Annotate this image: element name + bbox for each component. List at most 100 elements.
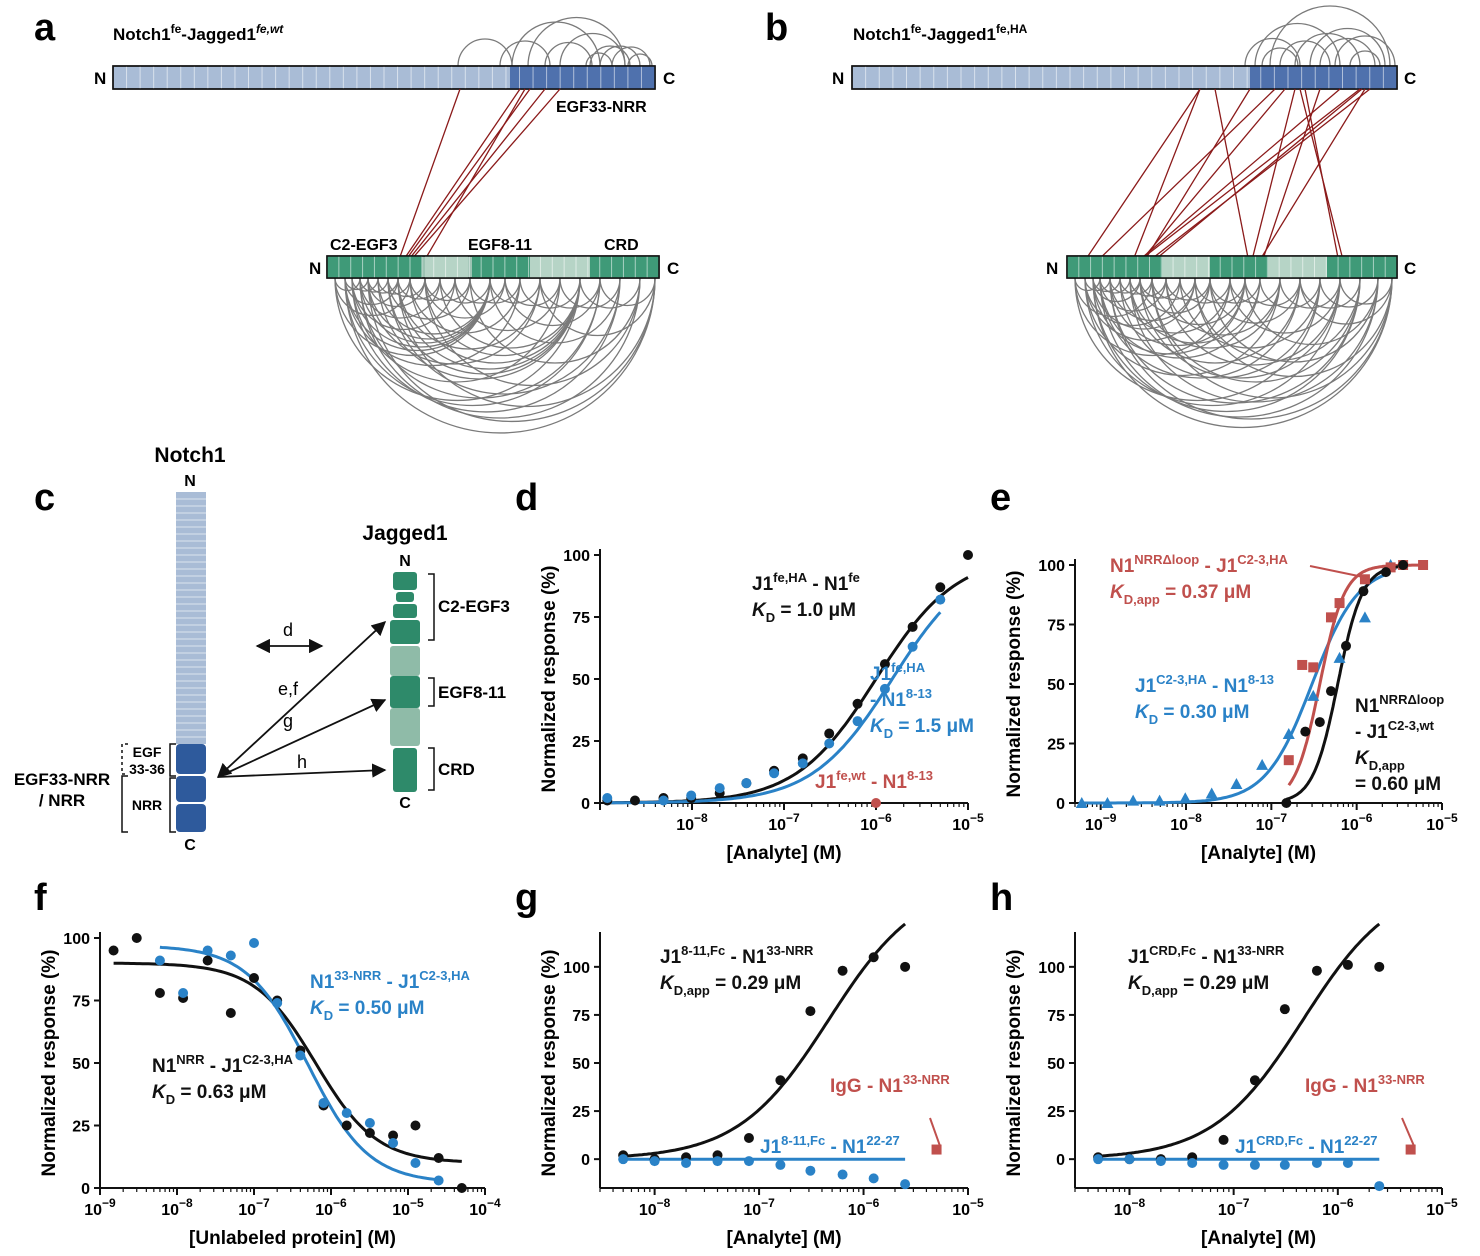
- panel-a-jagged-arc: [409, 277, 581, 364]
- panel-e-annotation-black: - J1C2-3,wt: [1355, 718, 1435, 743]
- panel-b-jagged-arc: [1229, 277, 1281, 304]
- panel-f-x-tick-label: 10−9: [84, 1196, 116, 1219]
- panel-e-point-blue: [1075, 797, 1088, 808]
- panel-a-notch-arc: [544, 41, 593, 67]
- panel-b-crosslink: [1144, 88, 1363, 269]
- panel-c-jagged1-segment: [393, 572, 417, 590]
- panel-h-point-blue: [1342, 1158, 1353, 1168]
- panel-d-point-blue: [686, 790, 697, 801]
- panel-c-notch1-c: C: [184, 837, 196, 854]
- panel-f-annotation-blue: KD = 0.50 μM: [310, 998, 425, 1023]
- panel-h-annotation-blue: J1CRD,Fc - N122-27: [1235, 1133, 1378, 1158]
- panel-f-y-axis-label: Normalized response (%): [39, 950, 60, 1177]
- panel-a-notch-arc: [527, 16, 626, 67]
- panel-c-egf-bracket: [121, 743, 128, 775]
- panel-d-y-axis-label: Normalized response (%): [539, 566, 560, 793]
- panel-e-annotation-red: KD,app = 0.37 μM: [1110, 582, 1251, 607]
- panel-b-jagged-arc: [1209, 277, 1301, 324]
- panel-e-y-tick-label: 50: [1047, 677, 1065, 694]
- panel-a: a Notch1fe-Jagged1fe,wt N C EGF33-NRR C2…: [34, 7, 679, 434]
- panel-b-jagged-arc: [1092, 277, 1393, 429]
- panel-c-arrow-h: [217, 763, 387, 778]
- panel-d-point-blue: [741, 778, 752, 789]
- panel-a-label: a: [34, 7, 56, 49]
- panel-e-point-blue: [1333, 651, 1346, 663]
- panel-f-x-tick-label: 10−8: [161, 1196, 193, 1219]
- panel-e-annotation-blue: KD = 0.30 μM: [1135, 702, 1250, 727]
- panel-b-jagged-arc: [1279, 277, 1341, 309]
- panel-h-point-black: [1311, 965, 1322, 976]
- panel-e-point-red: [1334, 598, 1345, 609]
- panel-b-jagged-arc: [1074, 277, 1101, 292]
- panel-g-y-tick-label: 0: [581, 1152, 590, 1169]
- panel-d-y-tick-label: 0: [581, 796, 590, 813]
- panel-d-chart: d 0 25 50 75 100 10−8 10−7 10−6 10−5 [Analyte] (M…: [515, 477, 984, 864]
- panel-g-point-black: [805, 1006, 816, 1017]
- panel-b-jagged-arc: [1099, 277, 1379, 418]
- panel-h-point-blue: [1155, 1156, 1166, 1167]
- panel-a-crosslinks: [395, 88, 561, 269]
- panel-h-y-axis-label: Normalized response (%): [1004, 950, 1025, 1177]
- panel-b-jagged-outline: [1066, 255, 1398, 279]
- panel-c-notch1-dark-segment: [176, 804, 206, 832]
- panel-b-crosslink: [1129, 88, 1201, 269]
- panel-d-x-tick-label: 10−6: [860, 811, 892, 834]
- panel-a-jagged-arc: [439, 277, 491, 304]
- panel-e-y-tick-label: 25: [1047, 737, 1065, 754]
- panel-d-point-blue: [658, 795, 669, 806]
- panel-h-point-blue: [1124, 1154, 1135, 1165]
- panel-d-point-blue: [852, 716, 863, 727]
- panel-f-point-black: [433, 1153, 444, 1163]
- panel-b-jagged-arc: [1119, 277, 1153, 295]
- panel-e-point-blue: [1358, 611, 1371, 623]
- panel-a-jagged-arc: [397, 277, 656, 408]
- panel-g-x-tick-label: 10−8: [639, 1196, 671, 1219]
- panel-a-notch-egf33-nrr-segment: [510, 66, 655, 89]
- panel-f-point-blue: [225, 950, 236, 961]
- panel-a-jagged-arc: [469, 277, 641, 364]
- panel-b-crosslink: [1129, 88, 1361, 269]
- panel-a-jagged-arc: [504, 277, 561, 307]
- panel-a-notch-stripes: [126, 66, 642, 89]
- panel-g-x-tick-label: 10−5: [952, 1196, 984, 1219]
- panel-f-x-tick-label: 10−5: [392, 1196, 424, 1219]
- panel-h-y-tick-label: 50: [1047, 1056, 1065, 1073]
- panel-e-annotation-black: N1NRRΔloop: [1355, 692, 1444, 717]
- panel-b-jagged-arc: [1319, 277, 1379, 308]
- panel-e-point-black: [1314, 717, 1325, 728]
- panel-e-point-black: [1398, 560, 1409, 570]
- panel-a-jagged-arc: [359, 277, 641, 419]
- panel-h-point-blue: [1093, 1154, 1104, 1165]
- panel-b-jagged-arc: [1084, 277, 1111, 292]
- panel-a-jagged-arc: [377, 277, 411, 295]
- panel-d-point-blue: [824, 738, 835, 749]
- panel-g-point-blue: [712, 1156, 723, 1167]
- panel-a-notch-arc: [457, 38, 513, 67]
- panel-b-notch-arc: [1309, 27, 1386, 67]
- panel-b-jagged-c: C: [1404, 259, 1416, 278]
- panel-d-annotation-blue: KD = 1.5 μM: [870, 716, 974, 741]
- panel-c-jagged1-segment: [390, 646, 420, 676]
- panel-b-notch-arc: [1334, 35, 1396, 67]
- panel-h-annotation-black: J1CRD,Fc - N133-NRR: [1128, 943, 1285, 968]
- panel-g-x-tick-label: 10−6: [848, 1196, 880, 1219]
- panel-b-jagged-arc: [1209, 277, 1261, 304]
- panel-f-point-black: [108, 945, 119, 956]
- panel-d-annotation-black: J1fe,HA - N1fe: [752, 570, 860, 595]
- panel-c-arrow-d-label: d: [283, 620, 293, 640]
- panel-c-nrr-bracket: [169, 777, 176, 833]
- panel-b-jagged-arc: [1244, 277, 1379, 346]
- panel-b-jagged-arc: [1109, 277, 1393, 420]
- panel-f-y-tick-label: 0: [81, 1181, 90, 1198]
- panel-a-crosslink: [395, 88, 461, 269]
- panel-g-point-blue: [837, 1169, 848, 1180]
- panel-c-notch1-dark-segment: [176, 744, 206, 774]
- panel-h-y-tick-label: 75: [1047, 1008, 1065, 1025]
- panel-d-x-axis-label: [Analyte] (M): [726, 843, 841, 864]
- panel-e-point-red: [1283, 755, 1294, 766]
- panel-h-point-blue: [1311, 1158, 1322, 1168]
- panel-d-point-blue: [935, 594, 946, 605]
- panel-b-crosslink: [1249, 88, 1296, 269]
- panel-a-jagged-arc: [397, 277, 541, 350]
